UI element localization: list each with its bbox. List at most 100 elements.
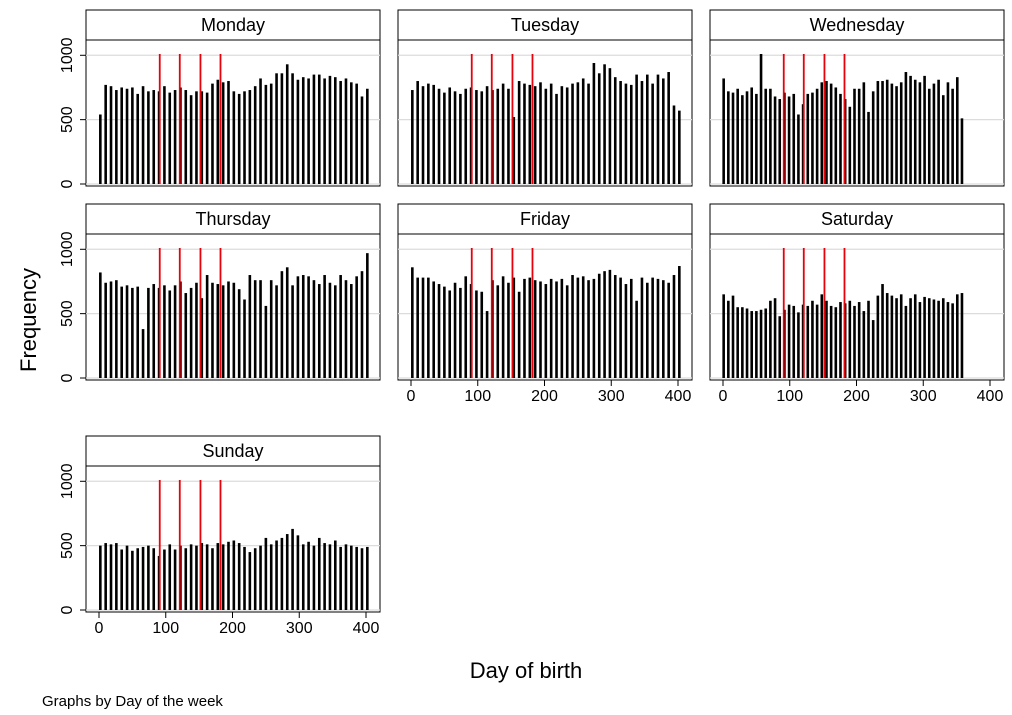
y-axis-title: Frequency: [16, 268, 41, 372]
bar: [512, 117, 516, 184]
bar: [195, 282, 198, 378]
bar: [141, 329, 145, 378]
bar: [152, 90, 156, 184]
bar: [317, 284, 321, 378]
bar: [909, 75, 912, 184]
bar: [918, 302, 922, 378]
bar: [806, 305, 810, 378]
bar: [221, 285, 225, 378]
bar: [960, 293, 964, 378]
bar: [248, 275, 252, 378]
bar: [147, 91, 150, 184]
bar: [797, 114, 800, 184]
bar: [184, 293, 188, 378]
bar: [613, 275, 617, 378]
bar: [227, 281, 230, 378]
bar: [867, 300, 870, 378]
bar: [475, 90, 478, 184]
note: Graphs by Day of the week: [42, 693, 223, 710]
bar: [333, 540, 337, 610]
bar: [350, 284, 353, 378]
bar: [443, 286, 446, 378]
bar: [205, 92, 209, 184]
bar: [656, 278, 660, 378]
strip: [397, 9, 693, 41]
bar: [285, 534, 289, 610]
bar: [296, 535, 300, 610]
bar: [672, 275, 676, 378]
bar: [416, 277, 419, 378]
bar: [862, 82, 866, 184]
strip: [85, 435, 381, 467]
bar: [189, 95, 193, 184]
bar: [927, 88, 931, 184]
bar: [820, 82, 824, 184]
bar: [946, 82, 950, 184]
bar: [152, 284, 156, 378]
bar: [597, 273, 601, 378]
bar: [275, 73, 278, 184]
bar: [163, 86, 166, 184]
bar: [339, 546, 342, 610]
x-tick-label: 0: [407, 388, 416, 405]
y-tick-label: 1000: [59, 37, 76, 73]
bar: [667, 72, 670, 184]
bar: [448, 290, 452, 378]
bar: [731, 92, 735, 184]
bar: [773, 96, 777, 184]
panel-title: Tuesday: [511, 15, 579, 35]
plot-frame: [709, 39, 1005, 187]
bar: [437, 88, 441, 184]
bar: [416, 81, 419, 184]
bar: [645, 282, 649, 378]
bar: [750, 87, 754, 184]
bar: [528, 277, 532, 378]
bar: [759, 54, 763, 184]
x-tick-label: 100: [776, 388, 803, 405]
bar: [755, 93, 758, 184]
strip: [709, 9, 1005, 41]
bar: [125, 285, 129, 378]
bar: [555, 93, 558, 184]
bar: [587, 83, 590, 184]
bar: [533, 86, 537, 184]
bar: [285, 267, 289, 378]
bar: [881, 81, 884, 184]
bar: [829, 83, 833, 184]
bar: [544, 284, 548, 378]
bar: [317, 74, 321, 184]
bar: [280, 73, 284, 184]
bar: [205, 275, 209, 378]
bar: [913, 294, 917, 378]
bar: [544, 88, 548, 184]
bar: [608, 68, 612, 184]
bar: [216, 284, 220, 378]
bar: [619, 277, 622, 378]
bar: [485, 86, 489, 184]
bar: [890, 295, 894, 378]
bar: [581, 276, 585, 378]
bar: [200, 298, 204, 378]
bar: [184, 90, 188, 184]
bar: [778, 99, 782, 184]
bar: [496, 285, 500, 378]
bar: [312, 74, 316, 184]
bar: [862, 311, 866, 378]
bar: [427, 277, 430, 378]
y-tick-label: 1000: [59, 463, 76, 499]
bar: [857, 302, 861, 378]
bar: [651, 83, 654, 184]
bar: [109, 86, 113, 184]
x-tick-label: 400: [665, 388, 692, 405]
bar: [291, 73, 294, 184]
bar: [205, 544, 209, 610]
y-tick-label: 500: [59, 106, 76, 133]
bar: [453, 282, 457, 378]
x-tick-label: 300: [598, 388, 625, 405]
bar: [773, 298, 777, 378]
bar: [867, 111, 870, 184]
bar: [480, 291, 484, 378]
bar: [672, 105, 676, 184]
bar: [211, 282, 214, 378]
bar: [275, 540, 278, 610]
